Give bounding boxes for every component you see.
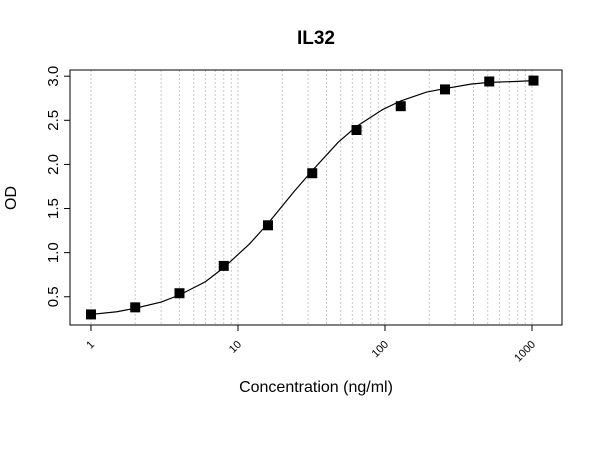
- data-point: [351, 125, 362, 135]
- y-tick-label: 1.0: [45, 242, 62, 263]
- data-point: [262, 220, 273, 231]
- x-axis-label: Concentration (ng/ml): [239, 379, 393, 396]
- data-point: [395, 101, 406, 112]
- data-point: [528, 75, 539, 86]
- data-point: [218, 260, 229, 271]
- data-point: [85, 309, 96, 320]
- data-point: [174, 288, 185, 299]
- y-axis-label: OD: [3, 186, 20, 210]
- data-point: [130, 302, 141, 313]
- data-point: [484, 76, 495, 87]
- y-tick-label: 2.0: [45, 154, 62, 175]
- data-point: [440, 84, 451, 95]
- y-tick-label: 0.5: [45, 286, 62, 307]
- plot-frame: [69, 69, 563, 326]
- y-tick-label: 3.0: [45, 66, 62, 87]
- chart-title: IL32: [297, 28, 335, 49]
- y-tick-label: 1.5: [45, 198, 62, 219]
- data-point: [307, 168, 318, 179]
- y-tick-label: 2.5: [45, 110, 62, 131]
